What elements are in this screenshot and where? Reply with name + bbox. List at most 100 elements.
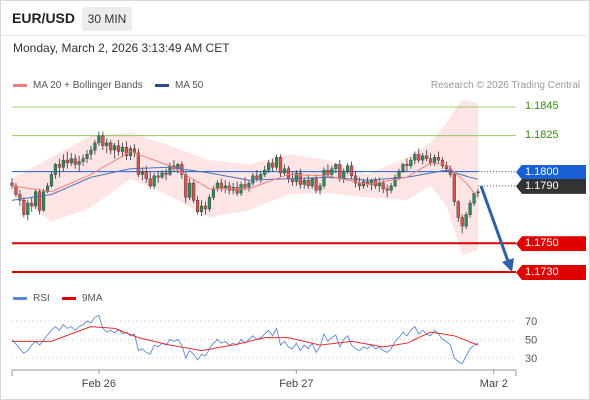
candle bbox=[275, 154, 279, 171]
candle-body bbox=[247, 182, 251, 188]
candle bbox=[101, 131, 105, 151]
candle-body bbox=[251, 175, 255, 184]
candle bbox=[322, 167, 326, 189]
candle-body bbox=[152, 175, 156, 187]
candle-body bbox=[109, 142, 113, 151]
candle-body bbox=[263, 169, 267, 175]
x-tick-label: Feb 27 bbox=[279, 378, 313, 390]
candle-body bbox=[81, 158, 85, 162]
rsi-line bbox=[11, 314, 479, 365]
candle-body bbox=[207, 197, 212, 210]
candle bbox=[306, 174, 310, 189]
candle bbox=[144, 165, 148, 184]
candle-body bbox=[464, 214, 468, 227]
candle-body bbox=[117, 145, 121, 152]
candle bbox=[440, 157, 445, 169]
candle bbox=[381, 180, 385, 194]
candle-body bbox=[140, 171, 144, 175]
candle-body bbox=[26, 202, 30, 215]
candle-body bbox=[271, 162, 275, 168]
candle bbox=[192, 180, 196, 204]
candle-body bbox=[377, 182, 381, 187]
candle-body bbox=[302, 179, 306, 185]
candle bbox=[38, 188, 42, 215]
candle bbox=[65, 151, 69, 169]
candle-body bbox=[444, 165, 448, 169]
candle-body bbox=[105, 142, 109, 146]
ma20-label: MA 20 + Bollinger Bands bbox=[33, 80, 143, 91]
candle-body bbox=[314, 178, 318, 191]
candle-body bbox=[53, 164, 58, 175]
candle-body bbox=[215, 182, 219, 189]
candle-body bbox=[310, 178, 314, 187]
candle bbox=[318, 183, 322, 195]
candle-body bbox=[199, 205, 204, 212]
candle bbox=[117, 140, 121, 156]
candle-body bbox=[421, 155, 425, 161]
candle bbox=[436, 151, 441, 163]
candle-body bbox=[346, 165, 350, 172]
candle bbox=[405, 158, 409, 172]
timeframe-badge[interactable]: 30 MIN bbox=[82, 7, 132, 31]
candle-body bbox=[235, 187, 239, 194]
candle-body bbox=[113, 145, 117, 151]
candle bbox=[77, 155, 81, 172]
candle bbox=[346, 162, 350, 175]
legend-ma50: MA 50 bbox=[155, 80, 203, 91]
candle-body bbox=[184, 174, 188, 198]
candle-body bbox=[42, 191, 46, 211]
candle bbox=[199, 200, 204, 217]
candle bbox=[140, 167, 144, 181]
level-label-resistance: 1.1845 bbox=[525, 100, 559, 112]
candle-body bbox=[350, 165, 354, 177]
candle-body bbox=[156, 175, 160, 178]
rsi-tick-label: 50 bbox=[525, 335, 537, 347]
candle bbox=[334, 162, 338, 173]
candle-body bbox=[425, 155, 429, 159]
candle bbox=[247, 180, 251, 192]
candle-body bbox=[389, 185, 393, 191]
candle-body bbox=[385, 188, 389, 191]
candle-body bbox=[196, 200, 200, 212]
candle bbox=[476, 188, 480, 198]
candle bbox=[120, 142, 125, 158]
candle bbox=[456, 200, 460, 222]
candle bbox=[136, 148, 140, 178]
candle bbox=[81, 154, 85, 166]
candle bbox=[267, 160, 271, 173]
candle bbox=[97, 131, 101, 146]
candle bbox=[22, 197, 26, 218]
candle-body bbox=[144, 171, 148, 179]
candle-body bbox=[409, 159, 413, 167]
candle bbox=[124, 141, 129, 161]
candle bbox=[350, 161, 354, 179]
candle bbox=[42, 188, 46, 212]
candle-body bbox=[436, 157, 441, 161]
candle-body bbox=[101, 135, 105, 146]
candle-body bbox=[267, 162, 271, 171]
candle-body bbox=[219, 182, 223, 189]
rsi-label: RSI bbox=[33, 293, 50, 304]
chart-header: EUR/USD 30 MIN bbox=[0, 0, 590, 36]
candle-body bbox=[393, 177, 397, 187]
candle bbox=[389, 183, 393, 194]
ma20-swatch bbox=[13, 83, 27, 87]
datetime-label: Monday, March 2, 2026 3:13:49 AM CET bbox=[13, 41, 230, 55]
candle-body bbox=[136, 152, 140, 175]
candle-body bbox=[282, 168, 287, 174]
candle bbox=[18, 190, 22, 206]
candle bbox=[425, 150, 429, 162]
forecast-arrow-shaft bbox=[479, 185, 511, 265]
candle-body bbox=[306, 179, 310, 187]
candle-body bbox=[85, 154, 89, 159]
candle-body bbox=[77, 161, 81, 165]
candle bbox=[393, 174, 397, 188]
candle-body bbox=[278, 157, 283, 174]
candle-body bbox=[243, 184, 247, 188]
candle bbox=[282, 164, 287, 176]
candle bbox=[188, 178, 192, 201]
candle bbox=[203, 201, 208, 215]
candle bbox=[385, 184, 389, 198]
forecast-arrow-head bbox=[502, 258, 514, 272]
